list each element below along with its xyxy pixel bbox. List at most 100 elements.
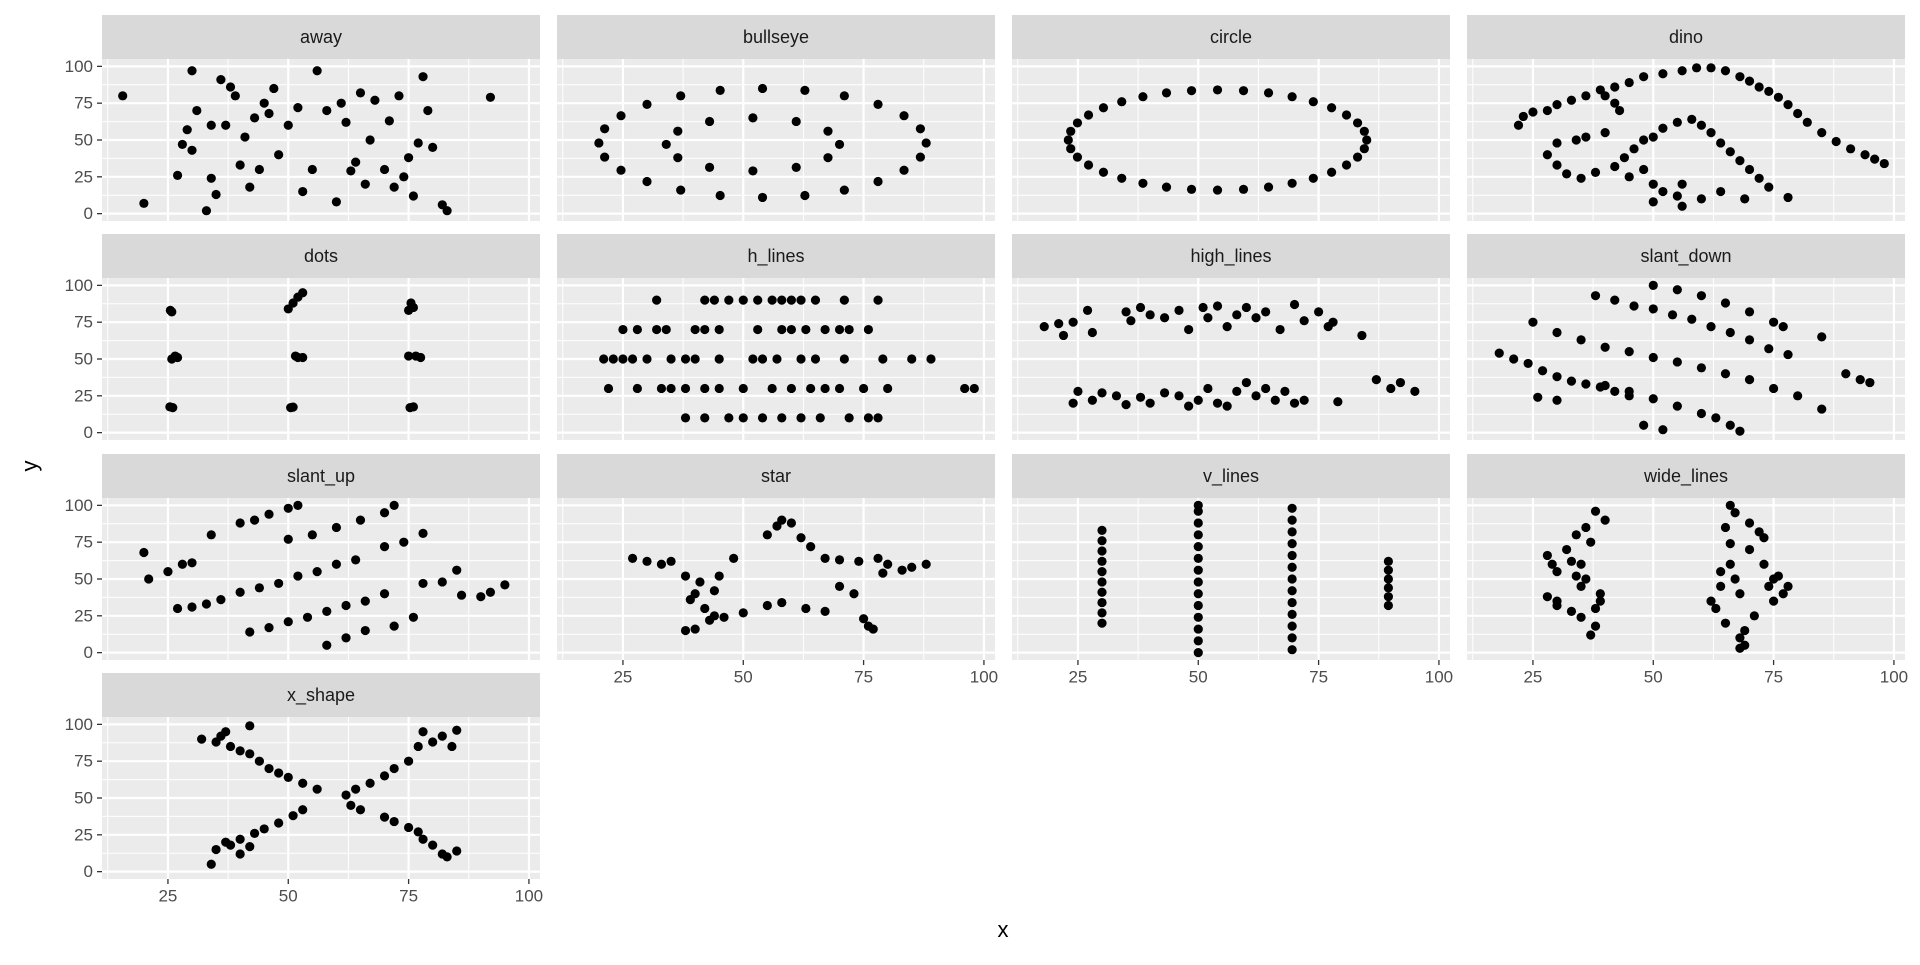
point — [437, 577, 447, 587]
point — [714, 324, 724, 335]
point — [1817, 404, 1827, 414]
point — [859, 383, 869, 394]
y-tick-label: 100 — [65, 57, 93, 76]
point — [800, 190, 810, 201]
point — [969, 383, 979, 394]
point — [863, 324, 874, 335]
point — [1783, 192, 1793, 203]
point — [476, 592, 486, 602]
y-tick-label: 25 — [74, 386, 93, 405]
point — [868, 624, 878, 634]
point — [1865, 377, 1875, 388]
point — [618, 324, 628, 335]
point — [1270, 395, 1280, 405]
point — [290, 351, 301, 361]
point — [1184, 401, 1194, 411]
point — [1328, 317, 1338, 327]
point — [1658, 186, 1668, 197]
point — [379, 812, 390, 822]
point — [1241, 377, 1252, 388]
point — [245, 627, 255, 637]
point — [1097, 597, 1107, 608]
point — [1528, 107, 1538, 117]
strip-label: h_lines — [747, 246, 804, 267]
point — [413, 827, 423, 837]
point — [1287, 515, 1297, 525]
point — [167, 307, 177, 317]
point — [806, 542, 816, 552]
point — [1193, 612, 1203, 622]
point — [379, 164, 390, 175]
point — [418, 578, 428, 589]
point — [1314, 307, 1324, 317]
point — [632, 324, 642, 335]
point — [1308, 173, 1318, 183]
point — [1280, 386, 1290, 396]
point — [1677, 179, 1687, 189]
point — [632, 383, 642, 394]
point — [404, 822, 414, 833]
point — [437, 731, 447, 741]
point — [211, 844, 221, 855]
y-axis-title: y — [17, 461, 42, 472]
strip-label: circle — [1210, 27, 1252, 47]
strip-label: wide_lines — [1643, 466, 1728, 487]
point — [1754, 173, 1764, 183]
point — [1072, 118, 1083, 128]
point — [351, 555, 361, 565]
point — [1576, 335, 1586, 345]
point — [1566, 95, 1577, 105]
y-tick-label: 50 — [74, 569, 93, 588]
point — [1672, 401, 1682, 411]
point — [1576, 559, 1586, 569]
point — [1817, 332, 1827, 342]
point — [1648, 132, 1658, 142]
point — [1251, 391, 1261, 401]
point — [500, 580, 510, 590]
point — [418, 727, 428, 737]
point — [715, 85, 725, 95]
point — [245, 721, 255, 731]
point — [1590, 506, 1601, 516]
point — [1386, 383, 1396, 394]
point — [428, 840, 438, 850]
x-tick-label: 50 — [1189, 667, 1208, 686]
point — [1870, 154, 1880, 164]
x-tick-label: 100 — [1880, 667, 1908, 686]
point — [1639, 420, 1649, 430]
point — [627, 354, 638, 364]
point — [1097, 608, 1107, 618]
facet-panel: slant_down — [1467, 234, 1905, 440]
point — [1145, 310, 1155, 320]
point — [249, 515, 260, 525]
point — [355, 515, 366, 525]
point — [1735, 426, 1745, 436]
point — [1619, 153, 1629, 163]
point — [413, 741, 423, 752]
point — [1764, 581, 1774, 591]
point — [182, 125, 192, 135]
point — [1333, 397, 1343, 407]
point — [729, 553, 739, 563]
point — [863, 413, 874, 423]
point — [915, 152, 925, 162]
point — [878, 568, 888, 578]
point — [1193, 542, 1203, 552]
point — [1793, 108, 1803, 119]
point — [225, 82, 236, 92]
point — [447, 741, 457, 752]
point — [1261, 383, 1271, 394]
point — [1764, 182, 1774, 192]
point — [1793, 391, 1803, 401]
point — [1238, 86, 1249, 96]
point — [700, 603, 710, 614]
point — [1744, 544, 1755, 555]
point — [1716, 567, 1726, 577]
point — [442, 206, 452, 216]
point — [235, 849, 245, 859]
point — [389, 182, 399, 192]
point — [873, 99, 883, 109]
point — [1696, 363, 1707, 373]
point — [235, 518, 245, 528]
point — [1068, 398, 1078, 408]
